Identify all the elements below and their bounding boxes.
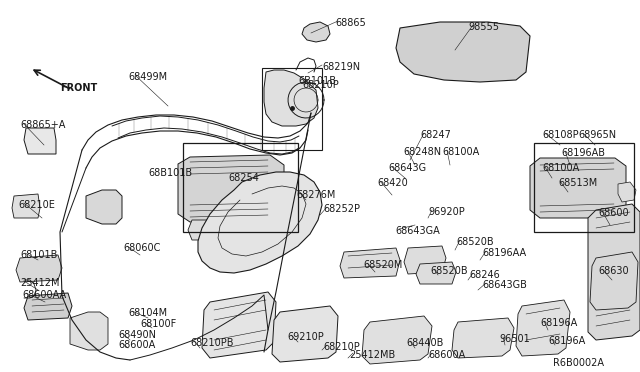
- Polygon shape: [452, 318, 514, 358]
- Text: 68100A: 68100A: [542, 163, 579, 173]
- Polygon shape: [198, 172, 322, 273]
- Text: 68210P: 68210P: [302, 80, 339, 90]
- Polygon shape: [588, 204, 640, 340]
- Text: 68600A: 68600A: [428, 350, 465, 360]
- Text: 68210P: 68210P: [323, 342, 360, 352]
- Text: 68440B: 68440B: [406, 338, 444, 348]
- Text: 68101B: 68101B: [20, 250, 58, 260]
- Text: 68060C: 68060C: [123, 243, 161, 253]
- Polygon shape: [416, 262, 456, 284]
- Text: 68246: 68246: [469, 270, 500, 280]
- Text: 68276M: 68276M: [296, 190, 335, 200]
- Text: 68252P: 68252P: [323, 204, 360, 214]
- Text: 68196AB: 68196AB: [561, 148, 605, 158]
- Polygon shape: [396, 22, 530, 82]
- Text: 68196A: 68196A: [548, 336, 585, 346]
- Text: FRONT: FRONT: [60, 83, 97, 93]
- Text: 68865+A: 68865+A: [20, 120, 65, 130]
- Text: 68643GA: 68643GA: [395, 226, 440, 236]
- Text: 68B101B: 68B101B: [148, 168, 192, 178]
- Text: 68643G: 68643G: [388, 163, 426, 173]
- Text: 25412M: 25412M: [20, 278, 60, 288]
- Text: 68219N: 68219N: [322, 62, 360, 72]
- Text: 68196A: 68196A: [540, 318, 577, 328]
- Polygon shape: [24, 128, 56, 154]
- Text: 68600AA: 68600AA: [22, 290, 66, 300]
- Text: 68520B: 68520B: [430, 266, 468, 276]
- Text: 68247: 68247: [420, 130, 451, 140]
- Text: 68490N: 68490N: [118, 330, 156, 340]
- Bar: [534, 143, 634, 232]
- Polygon shape: [516, 300, 570, 356]
- Text: 68254: 68254: [228, 173, 259, 183]
- Text: 68420: 68420: [377, 178, 408, 188]
- Polygon shape: [188, 220, 234, 240]
- Polygon shape: [16, 255, 62, 282]
- Text: 68210PB: 68210PB: [190, 338, 234, 348]
- Text: 68865: 68865: [335, 18, 365, 28]
- Polygon shape: [590, 252, 638, 310]
- Text: 68104M: 68104M: [128, 308, 167, 318]
- Polygon shape: [340, 248, 400, 278]
- Text: 68520B: 68520B: [456, 237, 493, 247]
- Polygon shape: [302, 22, 330, 42]
- Text: 68643GB: 68643GB: [482, 280, 527, 290]
- Text: 68520M: 68520M: [363, 260, 403, 270]
- Text: R6B0002A: R6B0002A: [553, 358, 604, 368]
- Text: 68108P: 68108P: [542, 130, 579, 140]
- Text: 68600A: 68600A: [118, 340, 156, 350]
- Text: 25412MB: 25412MB: [349, 350, 396, 360]
- Bar: [262, 68, 322, 150]
- Polygon shape: [178, 155, 284, 222]
- Bar: [183, 143, 298, 232]
- Polygon shape: [530, 158, 626, 218]
- Polygon shape: [202, 292, 276, 358]
- Text: 69210P: 69210P: [287, 332, 324, 342]
- Polygon shape: [618, 182, 636, 202]
- Polygon shape: [362, 316, 432, 364]
- Polygon shape: [70, 312, 108, 350]
- Polygon shape: [12, 194, 40, 218]
- Text: 68100A: 68100A: [442, 147, 479, 157]
- Text: 68630: 68630: [598, 266, 628, 276]
- Text: 68600: 68600: [598, 208, 628, 218]
- Polygon shape: [24, 293, 72, 320]
- Polygon shape: [404, 246, 446, 274]
- Text: 68248N: 68248N: [403, 147, 441, 157]
- Text: 96920P: 96920P: [428, 207, 465, 217]
- Text: 68210E: 68210E: [18, 200, 55, 210]
- Text: 96501: 96501: [499, 334, 530, 344]
- Text: 68965N: 68965N: [578, 130, 616, 140]
- Text: 98555: 98555: [468, 22, 499, 32]
- Text: 68100F: 68100F: [140, 319, 176, 329]
- Text: 68499M: 68499M: [128, 72, 167, 82]
- Text: 68513M: 68513M: [558, 178, 597, 188]
- Text: 68196AA: 68196AA: [482, 248, 526, 258]
- Text: 6B101B: 6B101B: [298, 76, 336, 86]
- Polygon shape: [272, 306, 338, 362]
- Polygon shape: [264, 70, 318, 126]
- Polygon shape: [86, 190, 122, 224]
